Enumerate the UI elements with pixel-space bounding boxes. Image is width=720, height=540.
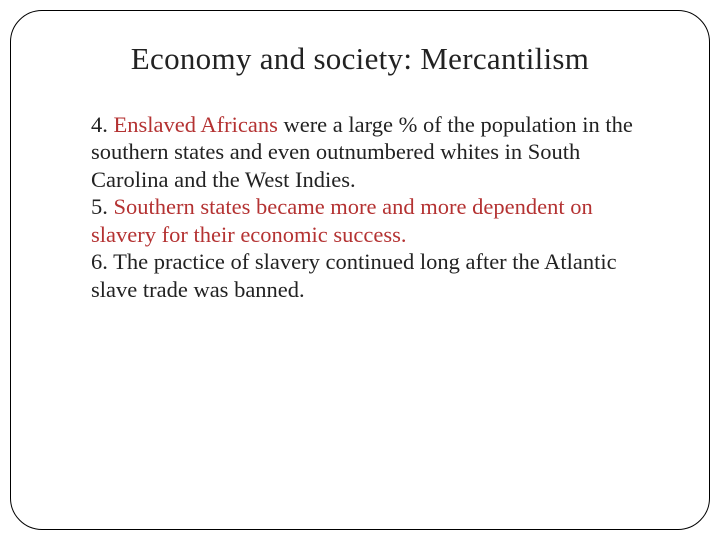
point-num: 5. [91, 194, 114, 219]
slide-body: 4. Enslaved Africans were a large % of t… [61, 111, 659, 303]
slide: Economy and society: Mercantilism 4. Ens… [0, 0, 720, 540]
point-6: 6. The practice of slavery continued lon… [91, 248, 649, 303]
point-lead: Enslaved Africans [114, 112, 278, 137]
point-red: Southern states became more and more dep… [91, 194, 593, 246]
point-5: 5. Southern states became more and more … [91, 193, 649, 248]
point-num: 6. [91, 249, 113, 274]
point-rest: The practice of slavery continued long a… [91, 249, 617, 301]
slide-title: Economy and society: Mercantilism [61, 41, 659, 77]
point-4: 4. Enslaved Africans were a large % of t… [91, 111, 649, 193]
slide-frame: Economy and society: Mercantilism 4. Ens… [10, 10, 710, 530]
point-num: 4. [91, 112, 114, 137]
